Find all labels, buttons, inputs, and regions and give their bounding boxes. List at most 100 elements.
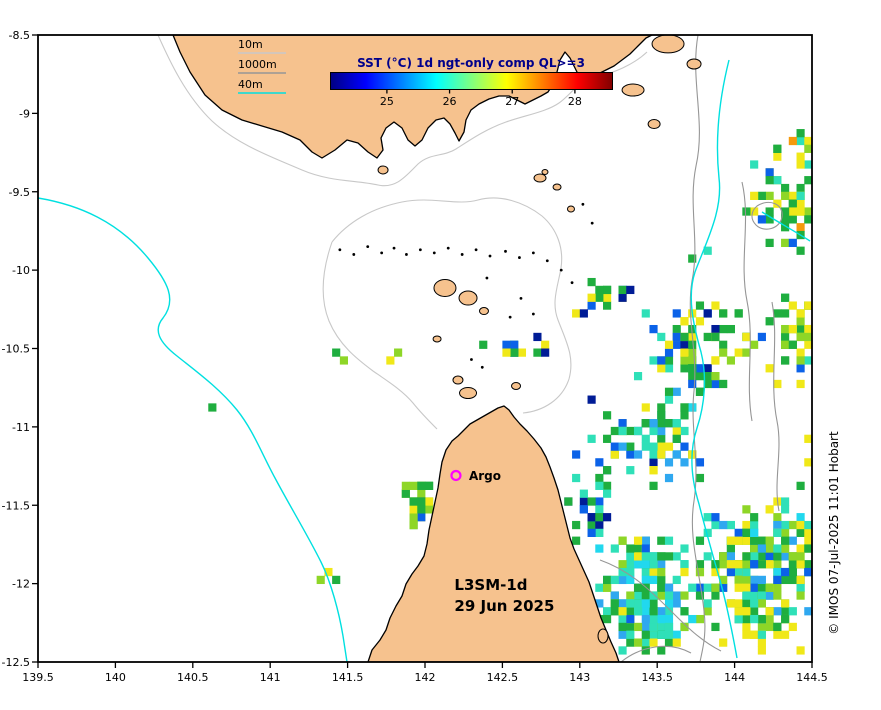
sst-pixel — [765, 607, 774, 616]
sst-pixel — [804, 536, 812, 545]
sst-pixel — [804, 340, 812, 349]
sst-pixel — [757, 560, 766, 569]
sst-pixel — [626, 560, 635, 569]
sst-pixel — [804, 458, 812, 467]
sst-pixel — [649, 481, 658, 490]
sst-pixel — [781, 536, 790, 545]
sst-pixel — [680, 317, 689, 326]
sst-pixel — [711, 591, 720, 600]
sst-pixel — [626, 285, 635, 295]
sst-pixel — [626, 442, 635, 451]
legend-label-40m: 40m — [238, 78, 263, 91]
sst-pixel — [742, 607, 751, 616]
sst-pixel — [773, 544, 782, 553]
sst-pixel — [695, 473, 705, 483]
sst-pixel — [796, 129, 805, 138]
sst-pixel — [757, 638, 766, 647]
sst-pixel — [649, 630, 658, 639]
sst-pixel — [626, 630, 635, 639]
reef-dot — [559, 268, 563, 272]
sst-pixel — [603, 285, 612, 295]
sst-pixel — [649, 591, 658, 600]
reef-dot — [531, 312, 535, 316]
sst-pixel — [742, 348, 751, 357]
sst-pixel — [680, 622, 689, 632]
axes-layer: 139.5 140 140.5 141 141.5 142 142.5 143 143.5 144… — [2, 29, 828, 684]
sst-pixel — [649, 614, 658, 624]
sst-pixel — [641, 442, 650, 451]
sst-pixel — [657, 426, 666, 436]
sst-pixel — [633, 638, 643, 647]
sst-pixel — [765, 168, 774, 177]
sst-pixel — [695, 614, 705, 624]
sst-pixel — [750, 599, 759, 608]
sst-pixel — [657, 646, 666, 655]
sst-pixel — [804, 324, 812, 334]
sst-pixel — [788, 607, 797, 616]
sst-pixel — [796, 513, 805, 522]
sst-pixel — [664, 607, 674, 616]
sst-pixel — [781, 567, 790, 577]
sst-pixel — [788, 536, 797, 545]
sst-pixel — [734, 536, 743, 545]
sst-pixel — [781, 340, 790, 349]
colorbar: SST (°C) 1d ngt-only comp QL>=3 25 26 27 28 — [330, 56, 613, 108]
sst-pixel — [804, 434, 812, 443]
x-tick-label: 140.5 — [177, 671, 209, 684]
sst-pixel — [688, 614, 697, 624]
sst-pixel — [742, 575, 751, 585]
sst-pixel — [703, 246, 712, 255]
reef-dots-layer — [338, 202, 594, 369]
reef-dot — [570, 281, 574, 285]
contour-10m-bank-west — [322, 241, 438, 430]
sst-pixel — [742, 536, 751, 545]
sst-pixel — [664, 630, 674, 639]
sst-pixel — [757, 614, 766, 624]
sst-pixel — [796, 183, 805, 193]
sst-pixel — [750, 614, 759, 624]
sst-pixel — [703, 372, 712, 381]
sst-pixel — [657, 434, 666, 443]
sst-pixel — [781, 552, 790, 561]
sst-pixel — [618, 630, 627, 639]
contour-40m-west — [38, 197, 348, 662]
sst-pixel — [703, 607, 712, 616]
sst-pixel — [618, 426, 627, 436]
sst-pixel — [742, 630, 751, 639]
sst-pixel — [742, 560, 751, 569]
sst-pixel — [781, 497, 790, 506]
sst-pixel — [641, 434, 650, 443]
sst-pixel — [788, 560, 797, 569]
sst-pixel — [796, 591, 805, 600]
sst-pixel — [672, 426, 681, 436]
island — [552, 183, 562, 191]
sst-pixel — [726, 552, 735, 561]
sst-pixel — [695, 317, 705, 326]
y-axis: -8.5 -9 -9.5 -10 -10.5 -11 -11.5 -12 -12.5 — [2, 29, 38, 669]
contour-10m-bank-east — [331, 197, 572, 414]
sst-pixel — [641, 591, 650, 600]
island — [541, 168, 549, 175]
sst-pixel — [695, 583, 705, 592]
sst-pixel — [610, 575, 619, 585]
reef-dot — [488, 254, 492, 258]
sst-pixel — [750, 544, 759, 553]
sst-pixel — [672, 387, 681, 396]
sst-pixel — [618, 575, 627, 585]
sst-pixel — [773, 379, 782, 389]
y-tick-label: -11 — [12, 421, 30, 434]
sst-pixel — [781, 575, 790, 585]
sst-pixel — [742, 583, 751, 592]
sst-pixel — [626, 638, 635, 647]
sst-pixel — [703, 599, 712, 608]
sst-pixel — [641, 560, 650, 569]
sst-pixel — [680, 560, 689, 569]
sst-pixel — [711, 567, 720, 577]
sst-pixel — [688, 372, 697, 381]
reef-dot — [338, 248, 342, 252]
sst-pixel — [641, 544, 650, 553]
sst-pixel — [657, 575, 666, 585]
sst-pixel — [750, 575, 759, 585]
sst-pixel — [517, 348, 527, 357]
